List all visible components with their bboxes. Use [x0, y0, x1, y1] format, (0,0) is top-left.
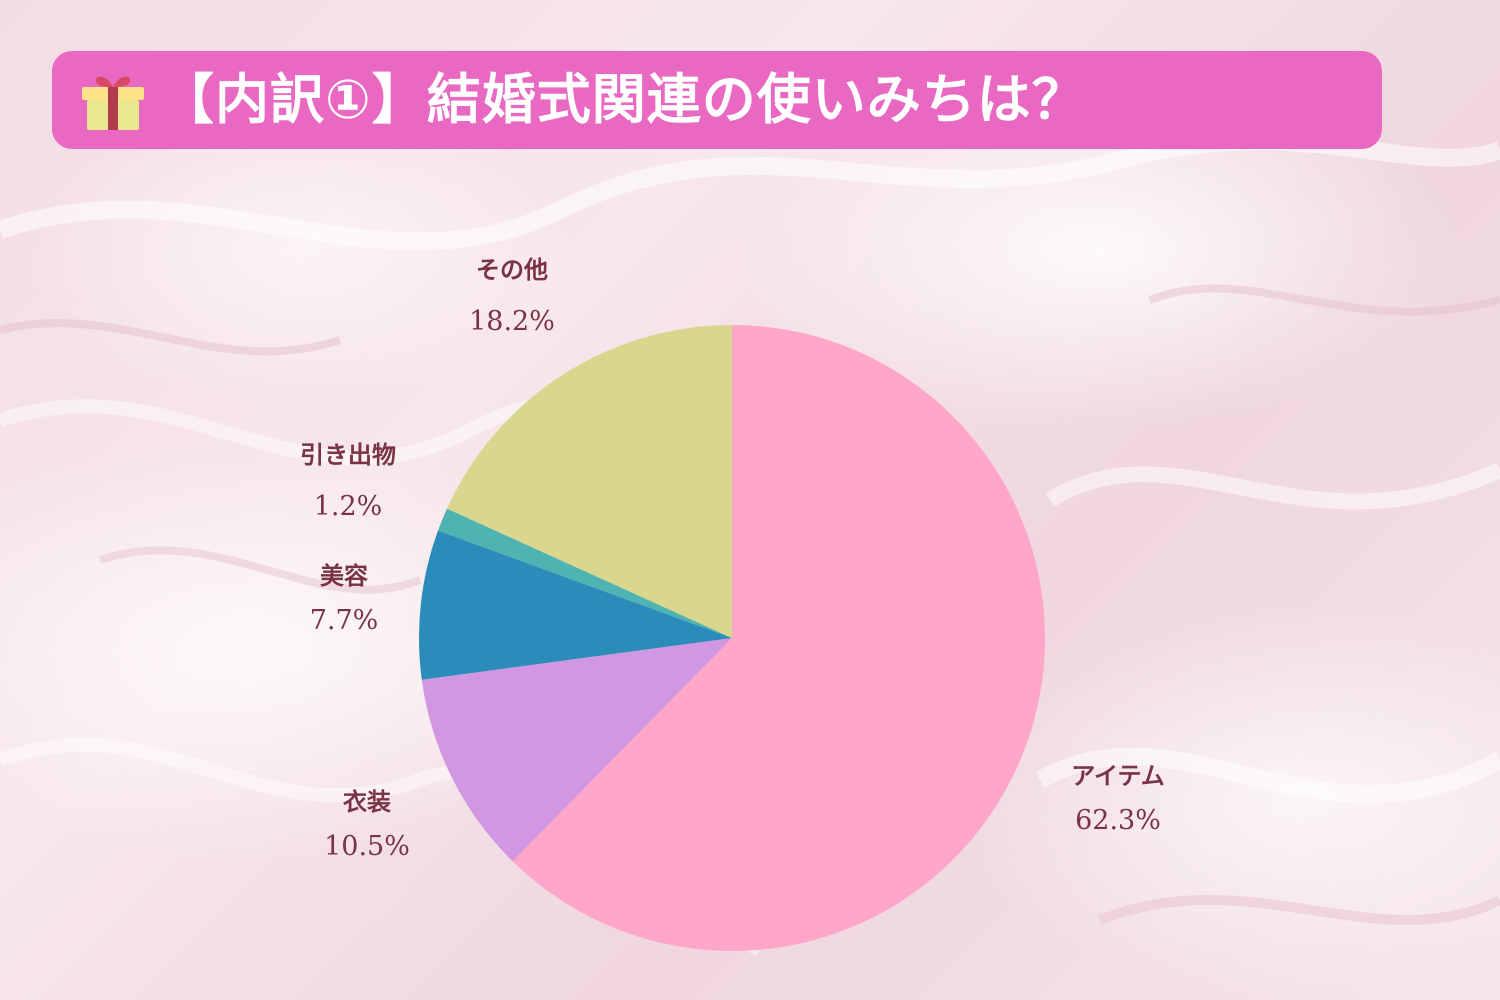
chart-title: 【内訳①】結婚式関連の使いみちは？ — [160, 68, 1087, 131]
slice-label: 引き出物 — [300, 440, 396, 469]
slice-value-label: 1.2% — [314, 491, 383, 522]
slice-label: その他 — [476, 255, 548, 284]
slice-value-label: 62.3% — [1075, 805, 1161, 836]
pie-slice-1 — [512, 325, 1046, 951]
slice-value-label: 7.7% — [310, 605, 379, 636]
slice-value-label: 10.5% — [324, 831, 410, 862]
pie-slices — [418, 325, 1046, 951]
pie-slice-4 — [438, 508, 732, 638]
pie-labels: アイテム 62.3% 衣装 10.5% 美容 7.7% 引き出物 1.2% その他 18.2% — [300, 255, 1165, 862]
slice-label: 美容 — [320, 561, 368, 590]
slice-value-label: 18.2% — [469, 306, 555, 337]
pie-slice-2 — [421, 638, 732, 862]
pie-slice-3 — [418, 530, 732, 680]
title-banner: 【内訳①】結婚式関連の使いみちは？ — [52, 51, 1382, 149]
gift-icon — [82, 76, 144, 130]
slice-label: アイテム — [1071, 761, 1165, 790]
pie-slice-5 — [446, 325, 732, 638]
slice-label: 衣装 — [343, 787, 391, 816]
